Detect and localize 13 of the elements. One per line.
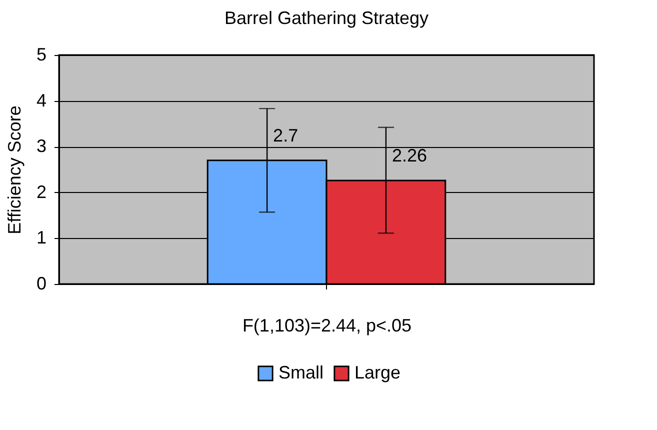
y-tick-label: 2	[36, 182, 46, 202]
y-tick-label: 4	[36, 90, 46, 110]
legend-label: Large	[354, 362, 401, 382]
y-axis-title: Efficiency Score	[4, 106, 24, 234]
chart-title: Barrel Gathering Strategy	[224, 8, 429, 28]
y-tick-label: 1	[36, 228, 46, 248]
data-label: 2.26	[392, 145, 427, 166]
y-tick-label: 5	[36, 44, 46, 64]
data-label: 2.7	[273, 125, 298, 146]
y-tick-label: 3	[36, 136, 46, 156]
x-axis-title: F(1,103)=2.44, p<.05	[242, 316, 412, 336]
legend-label: Small	[278, 362, 324, 382]
y-tick-label: 0	[36, 274, 46, 294]
